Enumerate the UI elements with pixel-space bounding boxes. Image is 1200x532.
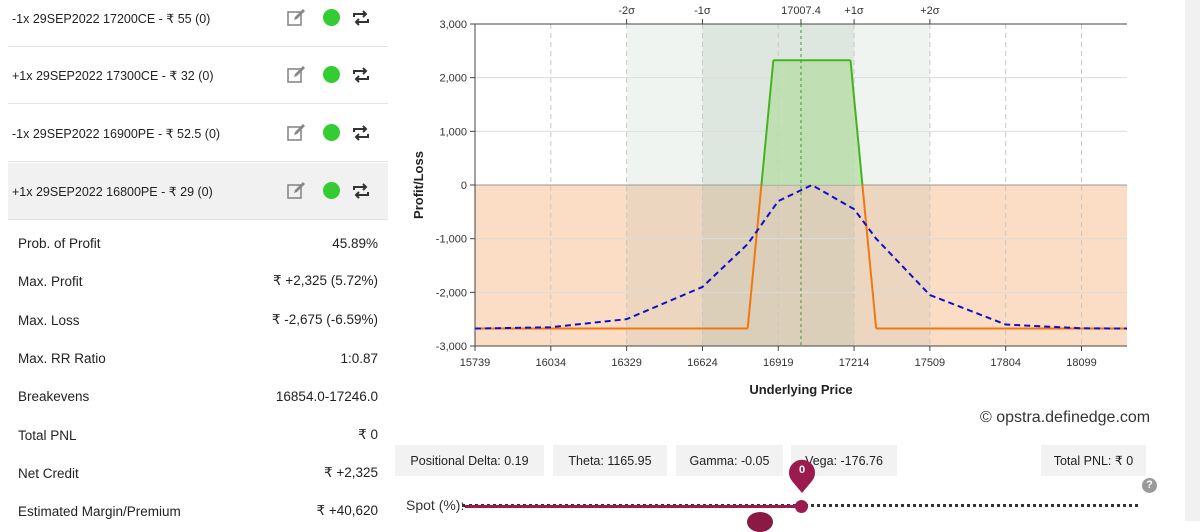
stat-breakevens: Breakevens 16854.0-17246.0 <box>18 377 378 415</box>
edit-icon[interactable] <box>287 66 305 84</box>
leg-label: -1x 29SEP2022 16900PE - ₹ 52.5 (0) <box>12 126 221 141</box>
left-panel: -1x 29SEP2022 17200CE - ₹ 55 (0) +1x 29S… <box>0 0 388 521</box>
stat-value: ₹ +2,325 <box>323 465 378 480</box>
y-tick-label: -3,000 <box>436 341 467 353</box>
x-tick-label: 17509 <box>915 357 946 369</box>
leg-row-1[interactable]: +1x 29SEP2022 17300CE - ₹ 32 (0) <box>8 47 388 104</box>
repeat-icon[interactable] <box>351 124 371 142</box>
leg-label: -1x 29SEP2022 17200CE - ₹ 55 (0) <box>12 11 211 26</box>
payoff-chart: 3,000 2,000 1,000 0 -1,000 -2,000 -3,000 15739 1… <box>411 5 1128 397</box>
greek-delta: Positional Delta: 0.19 <box>395 445 544 476</box>
greek-total-pnl: Total PNL: ₹ 0 <box>1041 445 1146 476</box>
stat-label: Max. RR Ratio <box>18 350 106 366</box>
expiry-line-loss <box>746 184 763 329</box>
greek-gamma: Gamma: -0.05 <box>676 445 783 476</box>
stat-label: Max. Profit <box>18 273 83 289</box>
stat-value: 45.89% <box>332 235 378 251</box>
edit-icon[interactable] <box>287 182 305 200</box>
stat-value: ₹ +40,620 <box>316 503 378 518</box>
stat-total-pnl: Total PNL ₹ 0 <box>18 416 378 454</box>
stat-value: ₹ -2,675 (-6.59%) <box>271 312 378 327</box>
leg-row-0[interactable]: -1x 29SEP2022 17200CE - ₹ 55 (0) <box>8 0 388 47</box>
help-icon[interactable]: ? <box>1142 478 1157 493</box>
stat-max-profit: Max. Profit ₹ +2,325 (5.72%) <box>18 262 378 300</box>
x-tick-label: 16919 <box>763 357 794 369</box>
stat-label: Estimated Margin/Premium <box>18 503 181 519</box>
x-tick-label: 17214 <box>839 357 870 369</box>
copyright-text: © opstra.definedge.com <box>980 409 1151 426</box>
y-tick-label: 0 <box>461 180 467 192</box>
sigma-label: +2σ <box>920 5 940 17</box>
spot-value-pin <box>789 459 815 493</box>
stat-net-credit: Net Credit ₹ +2,325 <box>18 454 378 492</box>
y-tick-label: 2,000 <box>439 73 467 85</box>
spot-slider-handle[interactable] <box>795 500 808 513</box>
edit-icon[interactable] <box>287 9 305 27</box>
stat-label: Max. Loss <box>18 312 80 328</box>
stat-label: Breakevens <box>18 388 90 404</box>
spot-slider-fill <box>465 505 801 508</box>
stat-margin: Estimated Margin/Premium ₹ +40,620 <box>18 492 378 530</box>
status-dot[interactable] <box>323 9 340 26</box>
edit-icon[interactable] <box>287 124 305 142</box>
stat-value: 1:0.87 <box>340 350 378 366</box>
scrollbar[interactable] <box>1185 0 1200 521</box>
repeat-icon[interactable] <box>351 66 371 84</box>
stat-value: 16854.0-17246.0 <box>275 388 378 404</box>
y-tick-label: 1,000 <box>439 126 467 138</box>
sigma-label: -2σ <box>618 5 635 17</box>
stat-label: Prob. of Profit <box>18 235 101 251</box>
x-tick-label: 16329 <box>611 357 642 369</box>
repeat-icon[interactable] <box>351 9 371 27</box>
sigma-label: 17007.4 <box>781 5 821 17</box>
sigma-label: -1σ <box>694 5 711 17</box>
y-tick-label: -2,000 <box>436 287 467 299</box>
stat-label: Total PNL <box>18 427 77 443</box>
profit-region <box>761 60 863 185</box>
expiry-line-profit <box>849 60 864 186</box>
x-tick-label: 17804 <box>990 357 1021 369</box>
repeat-icon[interactable] <box>351 182 371 200</box>
status-dot[interactable] <box>323 66 340 83</box>
greek-theta: Theta: 1165.95 <box>553 445 667 476</box>
stat-value: ₹ 0 <box>358 427 378 442</box>
stat-value: ₹ +2,325 (5.72%) <box>272 273 378 288</box>
stat-max-loss: Max. Loss ₹ -2,675 (-6.59%) <box>18 301 378 339</box>
leg-row-3[interactable]: +1x 29SEP2022 16800PE - ₹ 29 (0) <box>8 163 388 220</box>
x-tick-label: 16034 <box>536 357 567 369</box>
status-dot[interactable] <box>323 124 340 141</box>
leg-row-2[interactable]: -1x 29SEP2022 16900PE - ₹ 52.5 (0) <box>8 105 388 162</box>
sigma-label: +1σ <box>844 5 864 17</box>
status-dot[interactable] <box>323 182 340 199</box>
x-tick-label: 15739 <box>460 357 491 369</box>
expiry-line-profit <box>760 60 775 186</box>
spot-value-label: 0 <box>798 464 806 476</box>
y-tick-label: -1,000 <box>436 234 467 246</box>
stat-rr-ratio: Max. RR Ratio 1:0.87 <box>18 339 378 377</box>
x-axis-label: Underlying Price <box>749 382 852 397</box>
stat-label: Net Credit <box>18 465 79 481</box>
spot-label: Spot (%): <box>406 497 465 513</box>
y-tick-label: 3,000 <box>439 19 467 31</box>
stat-prob-profit: Prob. of Profit 45.89% <box>18 224 378 262</box>
leg-label: +1x 29SEP2022 17300CE - ₹ 32 (0) <box>12 68 214 83</box>
expiry-line-loss <box>861 184 878 329</box>
y-axis-label: Profit/Loss <box>411 151 426 219</box>
target-line <box>474 183 1128 330</box>
x-tick-label: 16624 <box>687 357 718 369</box>
secondary-slider-handle[interactable] <box>747 512 773 532</box>
x-tick-label: 18099 <box>1066 357 1097 369</box>
leg-label: +1x 29SEP2022 16800PE - ₹ 29 (0) <box>12 184 213 199</box>
